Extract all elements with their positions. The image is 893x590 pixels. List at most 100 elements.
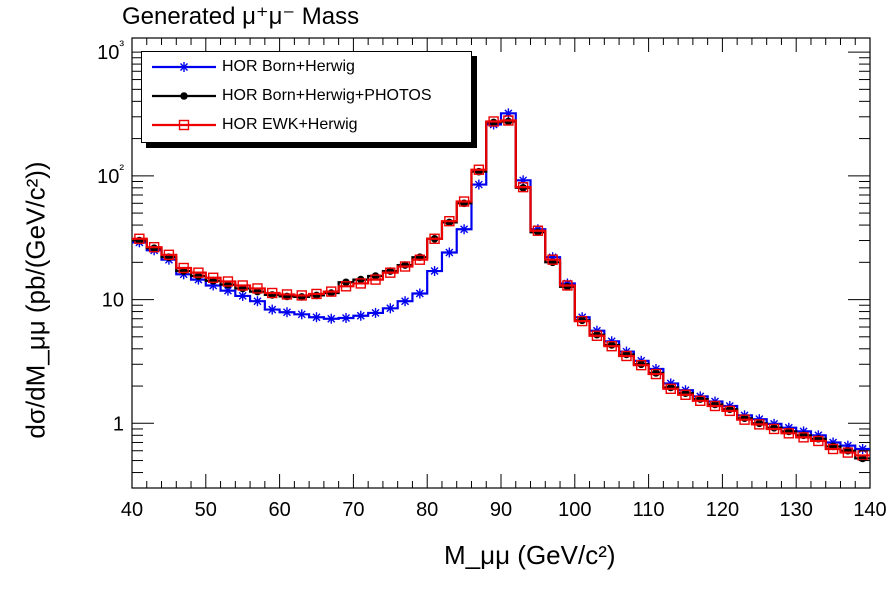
data-point-square <box>783 428 795 439</box>
data-point-circle <box>180 92 188 100</box>
data-point-square <box>148 241 160 253</box>
data-point-star <box>296 309 307 320</box>
data-point-square <box>621 350 632 362</box>
data-point-square <box>827 443 839 455</box>
data-point-square <box>813 435 824 447</box>
data-point-square <box>709 400 721 412</box>
data-point-square <box>385 267 396 278</box>
x-tick-label: 40 <box>121 499 143 521</box>
data-point-square <box>399 261 411 272</box>
data-point-star <box>857 443 868 454</box>
data-point-square <box>768 423 780 435</box>
legend: HOR Born+Herwig HOR Born+Herwig+PHOTOS H… <box>141 51 472 143</box>
data-point-star <box>370 307 381 318</box>
data-point-star <box>385 303 396 314</box>
x-tick-label: 130 <box>780 499 813 521</box>
data-point-square <box>237 280 248 291</box>
data-point-square <box>680 389 691 400</box>
legend-marker-star <box>152 62 216 72</box>
data-point-star <box>252 296 263 307</box>
data-point-star <box>503 108 514 119</box>
data-point-square <box>355 278 366 289</box>
data-point-square <box>517 181 529 193</box>
data-point-square <box>444 215 455 227</box>
data-point-star <box>326 313 337 324</box>
data-point-square <box>207 272 219 283</box>
data-point-square <box>163 249 175 261</box>
data-point-star <box>179 62 189 72</box>
data-point-star <box>400 296 411 307</box>
legend-entry-born-herwig: HOR Born+Herwig <box>142 54 471 80</box>
data-point-square <box>591 330 603 341</box>
data-point-square <box>222 276 234 287</box>
data-point-circle <box>371 272 380 280</box>
data-point-square <box>665 383 676 395</box>
data-point-star <box>518 175 529 186</box>
data-point-square <box>547 254 558 265</box>
data-point-square <box>178 262 189 274</box>
data-point-square <box>252 283 263 294</box>
legend-label: HOR Born+Herwig+PHOTOS <box>222 87 432 104</box>
y-tick-label: 10³ <box>97 37 124 64</box>
data-point-square <box>370 274 381 285</box>
data-point-square <box>695 395 706 407</box>
data-point-square <box>576 315 588 327</box>
x-tick-label: 110 <box>633 499 665 521</box>
data-point-star <box>237 290 248 301</box>
series-line <box>132 119 870 457</box>
data-point-circle <box>194 272 203 280</box>
data-point-square <box>281 289 293 300</box>
legend-label: HOR EWK+Herwig <box>222 116 358 133</box>
data-point-square <box>267 287 278 299</box>
data-point-square <box>488 116 499 127</box>
data-point-square <box>340 281 352 292</box>
chart-title: Generated μ⁺μ⁻ Mass <box>122 3 360 30</box>
data-point-square <box>842 447 854 458</box>
data-point-square <box>296 290 307 301</box>
data-point-star <box>281 307 292 318</box>
legend-label: HOR Born+Herwig <box>222 58 355 75</box>
data-point-star <box>473 179 484 190</box>
y-axis-label: dσ/dM_μμ (pb/(GeV/c²)) <box>20 161 51 439</box>
data-point-star <box>429 266 440 277</box>
data-point-square <box>311 288 322 300</box>
data-point-square <box>754 419 765 430</box>
data-point-square <box>724 405 735 417</box>
data-point-square <box>178 119 190 131</box>
x-tick-label: 120 <box>706 499 739 521</box>
x-tick-label: 70 <box>342 499 364 521</box>
legend-marker-open-square <box>152 119 216 131</box>
series-layer <box>132 108 870 463</box>
y-tick-label: 1 <box>113 413 124 435</box>
x-tick-label: 100 <box>558 499 591 521</box>
data-point-square <box>193 267 204 278</box>
data-point-star <box>267 304 278 315</box>
data-point-square <box>739 414 750 425</box>
data-point-star <box>459 224 470 235</box>
series-open-square <box>132 115 870 461</box>
data-point-square <box>429 233 440 244</box>
data-point-star <box>341 312 352 323</box>
data-point-square <box>798 432 809 443</box>
data-point-square <box>503 115 514 126</box>
x-axis-label: M_μμ (GeV/c²) <box>444 540 616 570</box>
legend-entry-born-herwig-photos: HOR Born+Herwig+PHOTOS <box>142 83 471 109</box>
y-tick-label: 10² <box>97 161 124 188</box>
data-point-square <box>650 368 662 380</box>
data-point-square <box>458 196 470 207</box>
legend-marker-circle <box>152 92 216 100</box>
y-tick-label: 10 <box>102 290 124 312</box>
x-tick-label: 60 <box>268 499 290 521</box>
data-point-star <box>311 312 322 323</box>
data-point-square <box>636 359 647 371</box>
data-point-square <box>326 286 337 297</box>
data-point-star <box>444 247 455 258</box>
x-tick-label: 140 <box>853 499 886 521</box>
data-point-star <box>355 310 366 321</box>
data-point-square <box>134 233 145 244</box>
x-tick-label: 80 <box>416 499 438 521</box>
data-point-square <box>532 225 544 236</box>
data-point-star <box>414 288 425 299</box>
